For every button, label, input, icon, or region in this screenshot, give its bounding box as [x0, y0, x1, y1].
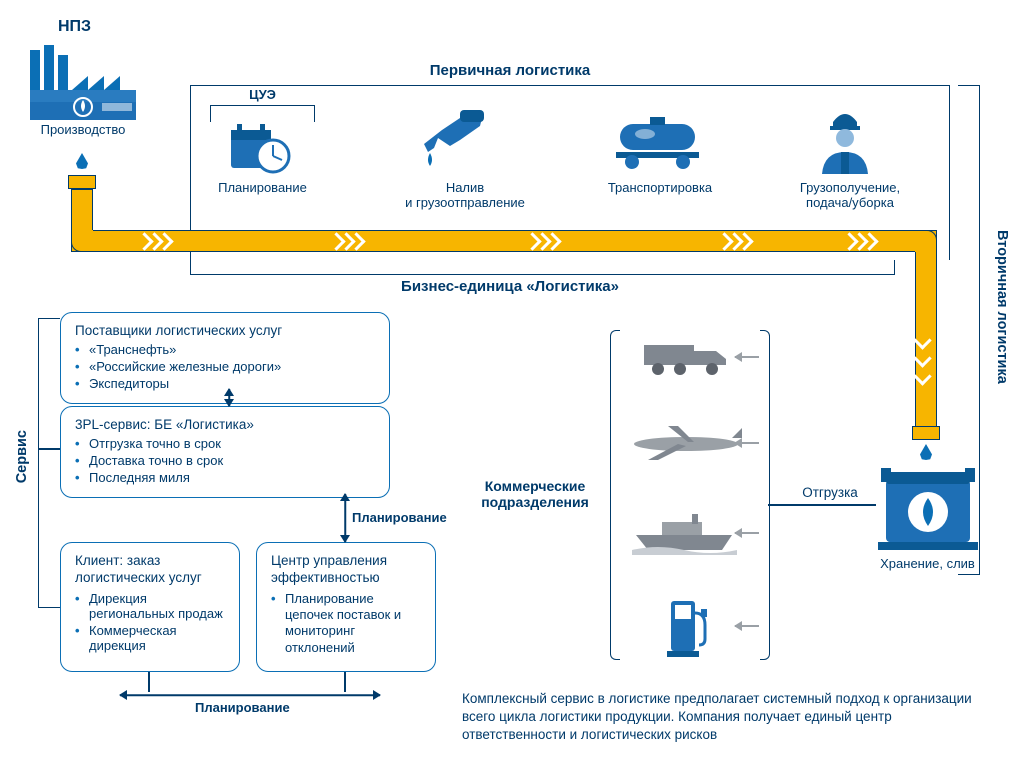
calendar-clock-icon — [225, 120, 300, 175]
airplane-icon — [628, 420, 743, 465]
pipe-inlet — [68, 175, 96, 189]
drop-icon-1 — [76, 153, 88, 169]
arrow-pump — [735, 625, 759, 627]
summary-paragraph: Комплексный сервис в логистике предполаг… — [462, 690, 972, 745]
truck-icon — [640, 335, 730, 380]
box-3pl: 3PL-сервис: БЕ «Логистика» Отгрузка точн… — [60, 406, 390, 498]
pipe-chevrons-5 — [845, 233, 873, 249]
production-label: Производство — [18, 122, 148, 137]
pipe-chevrons-3 — [528, 233, 556, 249]
fuel-pump-icon — [665, 595, 710, 660]
arrow-ship — [735, 532, 759, 534]
fuel-nozzle-icon — [420, 108, 500, 173]
client-item-1: Коммерческая дирекция — [89, 623, 225, 653]
commercial-bracket-right — [760, 330, 770, 660]
arrow-truck — [735, 356, 759, 358]
primary-logistics-title: Первичная логистика — [300, 62, 720, 79]
commercial-bracket-left — [610, 330, 620, 660]
worker-icon — [810, 108, 880, 176]
providers-item-0: «Транснефть» — [89, 342, 375, 357]
service3pl-item-2: Последняя миля — [89, 470, 375, 485]
client-item-0: Дирекция региональных продаж — [89, 591, 225, 621]
business-unit-label: Бизнес-единица «Логистика» — [300, 278, 720, 295]
arrow-plane — [735, 442, 759, 444]
rail-tank-icon — [610, 112, 705, 172]
pipe-horizontal — [71, 230, 937, 252]
pipe-chevrons-1 — [140, 233, 168, 249]
pipe-corner-right — [915, 230, 937, 252]
pipe-corner-left — [71, 230, 93, 252]
npz-title: НПЗ — [58, 18, 91, 36]
box-client-title: Клиент: заказ логистических услуг — [75, 553, 225, 587]
service-bracket — [38, 318, 60, 608]
refinery-icon — [28, 40, 138, 120]
ship-icon — [632, 510, 737, 555]
box-providers-title: Поставщики логистических услуг — [75, 323, 375, 338]
arrow-client-drop — [148, 672, 150, 692]
pipe-chevrons-2 — [332, 233, 360, 249]
pipe-chevrons-4 — [720, 233, 748, 249]
pipe-vertical-inlet — [71, 189, 93, 233]
node4-label: Грузополучение, подача/уборка — [775, 180, 925, 210]
planning-top-label: Планирование — [352, 510, 447, 525]
pipe-vertical-down — [915, 230, 937, 428]
pipe-outlet — [912, 426, 940, 440]
storage-tank-icon — [878, 462, 978, 552]
providers-item-1: «Российские железные дороги» — [89, 359, 375, 374]
arrow-client-efficiency — [120, 690, 380, 700]
service-label: Сервис — [14, 430, 30, 483]
service3pl-item-0: Отгрузка точно в срок — [89, 436, 375, 451]
secondary-logistics-label: Вторичная логистика — [994, 230, 1010, 384]
planning-bottom-label: Планирование — [195, 700, 290, 715]
efficiency-item-0: Планирование цепочек поставок и монитори… — [285, 591, 421, 656]
shipment-line — [768, 504, 876, 506]
box-efficiency: Центр управления эффективностью Планиров… — [256, 542, 436, 672]
box-client: Клиент: заказ логистических услуг Дирекц… — [60, 542, 240, 672]
drop-icon-2 — [920, 444, 932, 460]
box-3pl-title: 3PL-сервис: БЕ «Логистика» — [75, 417, 375, 432]
arrow-providers-3pl — [224, 389, 234, 406]
service-tick — [38, 448, 60, 450]
service3pl-item-1: Доставка точно в срок — [89, 453, 375, 468]
node3-label: Транспортировка — [595, 180, 725, 195]
storage-label: Хранение, слив — [855, 556, 1000, 571]
arrow-3pl-efficiency — [340, 494, 350, 542]
node2-label: Налив и грузоотправление — [380, 180, 550, 210]
box-efficiency-title: Центр управления эффективностью — [271, 553, 421, 587]
node1-label: Планирование — [195, 180, 330, 195]
tsue-label: ЦУЭ — [210, 87, 315, 102]
shipment-label: Отгрузка — [790, 485, 870, 500]
business-unit-bracket — [190, 260, 895, 275]
pipe-chevrons-v — [918, 335, 926, 387]
arrow-eff-drop — [344, 672, 346, 692]
commercial-divisions-label: Коммерческие подразделения — [460, 478, 610, 510]
